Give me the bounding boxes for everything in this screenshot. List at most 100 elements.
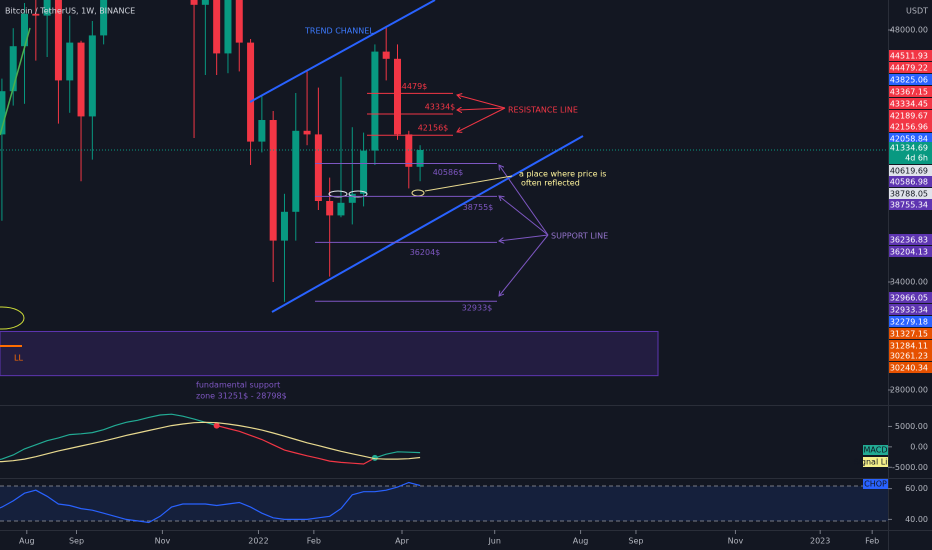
- countdown: 4d 6h: [905, 154, 928, 163]
- price-tag-label: 44511.93: [890, 52, 928, 61]
- price-tag-label: 31284.11: [890, 342, 928, 351]
- highlight: [328, 190, 348, 198]
- annotation: often reflected: [521, 179, 580, 188]
- price-tag-label: 31327.15: [890, 330, 928, 339]
- arrow: [499, 234, 549, 296]
- level-label: 36204$: [410, 248, 441, 257]
- support-zone-rect: [0, 330, 659, 377]
- price-tag-label: 40619.69: [890, 167, 928, 176]
- arrow: [499, 196, 549, 236]
- candle-body: [0, 91, 6, 135]
- level-label: 43334$: [425, 102, 456, 111]
- candle-body: [280, 211, 288, 241]
- legend-label: Signal Line: [854, 458, 898, 467]
- candle-body: [337, 202, 345, 216]
- candle-body: [405, 134, 413, 167]
- price-tag-label: 32279.18: [890, 318, 928, 327]
- x-tick-label: 2022: [248, 537, 268, 546]
- indicator-line: [0, 421, 421, 463]
- candle-body: [213, 0, 221, 54]
- price-tag: [889, 98, 932, 109]
- x-tick-label: Feb: [307, 537, 321, 546]
- annotation: zone 31251$ - 28798$: [196, 392, 287, 401]
- price-tag-label: 43334.45: [890, 100, 928, 109]
- annotation: LL: [14, 354, 23, 363]
- price-tag: [889, 176, 932, 187]
- x-tick-label: 2023: [810, 537, 830, 546]
- price-tag: [889, 86, 932, 97]
- candle-body: [21, 13, 29, 47]
- price-tag-label: 38788.05: [890, 190, 928, 199]
- price-tag: [889, 234, 932, 245]
- candle-body: [32, 13, 40, 16]
- candle-body: [9, 46, 17, 92]
- currency-label: USDT: [906, 7, 928, 16]
- candle-body: [190, 0, 198, 5]
- indicator-line: [0, 481, 421, 524]
- price-tag-label: 42058.84: [890, 135, 928, 144]
- candle-body: [314, 134, 322, 202]
- candle-body: [348, 193, 356, 203]
- trend-channel-lower: [271, 135, 584, 313]
- macd-line: [0, 413, 217, 461]
- candle-body: [77, 42, 85, 117]
- cross-dot: [371, 454, 378, 461]
- chop-band: [0, 486, 888, 521]
- candle-body: [235, 0, 243, 43]
- series-tag: [863, 445, 888, 455]
- price-tag-label: 38755.34: [890, 201, 928, 210]
- legend-label: MACD: [864, 446, 888, 455]
- candle-body: [224, 0, 232, 54]
- price-tag-label: 41334.69: [890, 144, 928, 153]
- y-tick-label: 40.00: [905, 515, 928, 524]
- price-tag-label: 30261.23: [890, 352, 928, 361]
- price-tag-label: 44479.22: [890, 64, 928, 73]
- arrow: [457, 107, 506, 132]
- price-tag: [889, 142, 932, 164]
- price-tag-label: 42189.67: [890, 112, 928, 121]
- candle-body: [269, 120, 277, 241]
- y-tick-label: 5000.00: [895, 422, 928, 431]
- candle-body: [360, 150, 368, 194]
- series-tag: [863, 479, 888, 489]
- price-tag-label: 30240.34: [890, 364, 928, 373]
- highlight: [0, 306, 25, 330]
- trend-channel-upper: [249, 0, 436, 103]
- series-tag: [863, 457, 888, 467]
- highlight: [348, 190, 368, 198]
- candle-body: [43, 0, 51, 16]
- candle-body: [292, 130, 300, 212]
- annotation: TREND CHANNEL: [304, 27, 374, 36]
- price-tag-label: 43825.06: [890, 76, 928, 85]
- legend-label: CHOP: [864, 480, 887, 489]
- price-tag: [889, 199, 932, 210]
- price-tag-label: 36204.13: [890, 248, 928, 257]
- price-tag-label: 32966.05: [890, 294, 928, 303]
- y-tick-label: 48000.00: [890, 26, 928, 35]
- candle-body: [100, 0, 108, 36]
- chop-pane: [0, 481, 888, 524]
- candle-body: [326, 201, 334, 216]
- price-tag: [889, 133, 932, 144]
- annotation: fundamental support: [196, 381, 280, 390]
- macd-pane: [0, 413, 421, 465]
- level-label: 32933$: [462, 304, 493, 313]
- price-tag: [889, 165, 932, 176]
- candle-body: [416, 149, 424, 167]
- annotation: SUPPORT LINE: [551, 232, 608, 241]
- candles: [0, 0, 424, 302]
- x-tick-label: Sep: [628, 537, 643, 546]
- price-tag: [889, 50, 932, 61]
- price-tag: [889, 62, 932, 73]
- candle-body: [201, 0, 209, 5]
- arrow: [457, 95, 506, 109]
- price-tag: [889, 340, 932, 351]
- cross-dot: [213, 422, 220, 429]
- symbol-title: Bitcoin / TetherUS, 1W, BINANCE: [5, 7, 135, 16]
- main-pane: TREND CHANNEL RESISTANCE LINE SUPPORT LI…: [0, 0, 888, 401]
- price-tag-label: 32933.34: [890, 306, 928, 315]
- level-label: 44479$: [397, 82, 428, 91]
- price-tag: [889, 328, 932, 339]
